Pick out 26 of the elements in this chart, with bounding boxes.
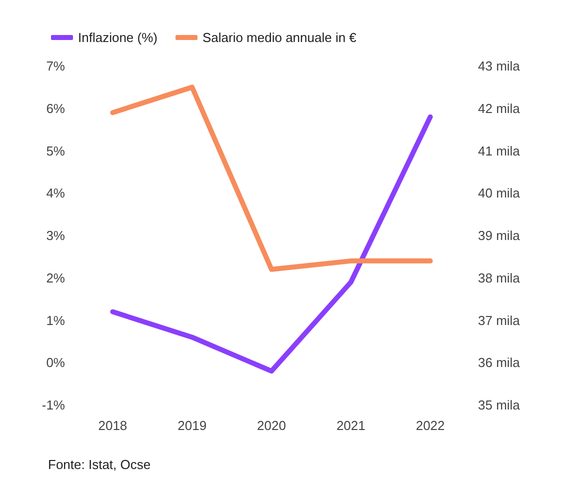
source-note: Fonte: Istat, Ocse	[48, 457, 151, 472]
x-tick-label: 2022	[416, 418, 445, 433]
y-tick-label: 5%	[46, 143, 66, 158]
x-tick-label: 2020	[257, 418, 286, 433]
y-tick-label: 1%	[46, 312, 66, 328]
y2-tick-label: 42 mila	[478, 100, 521, 116]
y-tick-label: 0%	[46, 355, 66, 370]
y2-tick-label: 43 mila	[478, 58, 521, 74]
y2-tick-label: 35 mila	[478, 398, 521, 412]
y2-tick-label: 41 mila	[478, 143, 521, 158]
y2-tick-label: 38 mila	[478, 270, 521, 286]
x-tick-label: 2019	[178, 418, 207, 433]
legend-label: Salario medio annuale in €	[202, 30, 358, 45]
x-tick-label: 2021	[336, 418, 366, 433]
y2-tick-label: 39 mila	[478, 228, 521, 243]
y2-tick-label: 36 mila	[478, 355, 521, 370]
y-tick-label: -1%	[42, 398, 66, 412]
y2-tick-label: 37 mila	[478, 312, 521, 328]
x-tick-label: 2018	[98, 418, 128, 433]
y-tick-label: 2%	[46, 270, 66, 286]
legend-label: Inflazione (%)	[78, 30, 158, 45]
y-tick-label: 6%	[46, 100, 66, 116]
y2-tick-label: 40 mila	[478, 186, 521, 201]
y-tick-label: 3%	[46, 228, 66, 243]
y-tick-label: 4%	[46, 186, 66, 201]
y-tick-label: 7%	[46, 58, 66, 74]
